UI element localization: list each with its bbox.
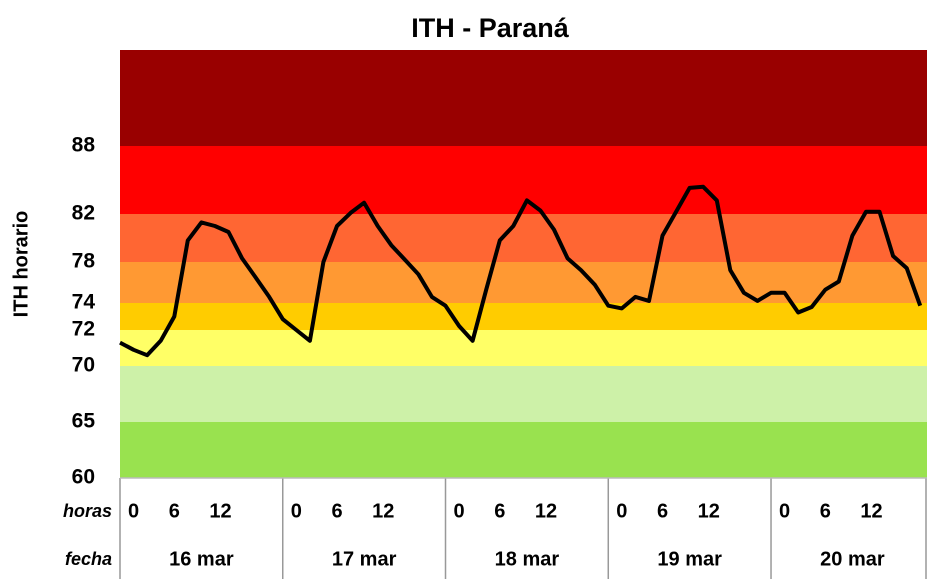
y-tick-label: 78 (72, 250, 96, 273)
date-row-label: fecha (65, 549, 112, 569)
y-tick-label: 88 (72, 134, 96, 157)
x-tick-label: 6 (657, 500, 668, 522)
chart-title: ITH - Paraná (411, 13, 570, 43)
x-tick-label: 12 (535, 500, 557, 522)
hours-row-label: horas (63, 501, 112, 521)
y-tick-label: 74 (72, 291, 96, 314)
band (120, 262, 927, 303)
band (120, 330, 927, 366)
x-tick-label: 12 (860, 500, 882, 522)
x-tick-label: 12 (372, 500, 394, 522)
date-label: 20 mar (820, 548, 885, 570)
y-tick-label: 60 (72, 466, 95, 489)
date-label: 16 mar (169, 548, 234, 570)
date-label: 19 mar (657, 548, 722, 570)
band (120, 366, 927, 422)
x-tick-label: 0 (616, 500, 627, 522)
x-tick-label: 0 (779, 500, 790, 522)
y-tick-label: 72 (72, 318, 95, 341)
x-tick-label: 0 (291, 500, 302, 522)
x-tick-label: 12 (698, 500, 720, 522)
y-axis-label: ITH horario (10, 211, 32, 318)
y-tick-label: 70 (72, 354, 95, 377)
x-tick-label: 12 (209, 500, 231, 522)
y-tick-label: 65 (72, 410, 96, 433)
x-tick-label: 6 (169, 500, 180, 522)
band (120, 50, 927, 146)
y-tick-label: 82 (72, 202, 95, 225)
x-tick-label: 6 (494, 500, 505, 522)
x-tick-label: 6 (820, 500, 831, 522)
series-line (119, 184, 923, 358)
x-tick-label: 0 (454, 500, 465, 522)
band (120, 422, 927, 478)
date-label: 17 mar (332, 548, 397, 570)
band (120, 214, 927, 262)
band (120, 303, 927, 330)
date-label: 18 mar (495, 548, 560, 570)
x-tick-label: 6 (331, 500, 342, 522)
x-tick-label: 0 (128, 500, 139, 522)
